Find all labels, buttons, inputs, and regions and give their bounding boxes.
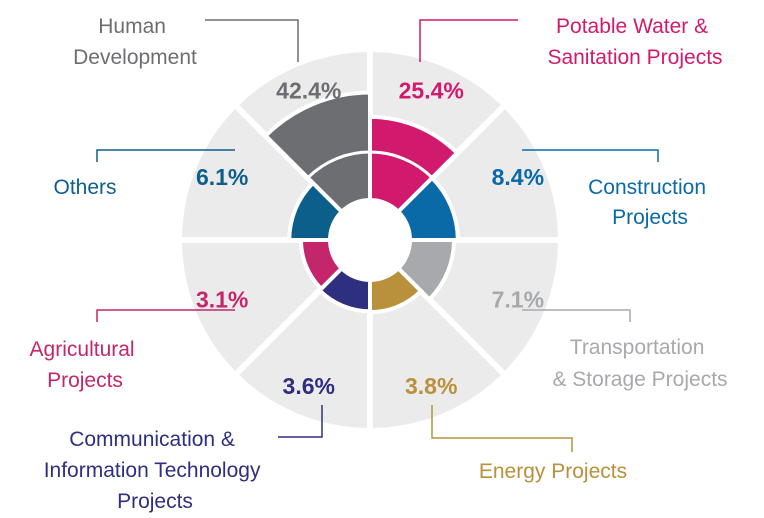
value-label: 3.6% [283,373,335,399]
category-label: Transportation & Storage Projects [552,336,727,391]
category-label: Human Development [73,15,197,69]
leader-line [522,309,631,322]
label-line: Projects [612,206,688,229]
label-line: Communication & [69,428,241,451]
category-label: Energy Projects [479,460,627,483]
inner-arc [306,150,371,179]
label-line: Information Technology [44,459,267,482]
label-line: & Storage Projects [552,368,727,391]
leader-line [96,149,235,162]
value-label: 3.1% [196,286,248,312]
category-label: Agricultural Projects [30,338,141,392]
category-label: Others [53,176,116,199]
label-line: Others [53,176,116,199]
category-label: Communication & Information Technology P… [44,428,267,513]
leader-line [431,405,573,452]
sector [395,175,460,242]
value-label: 3.8% [405,373,457,399]
value-label: 7.1% [492,286,544,312]
label-line: Potable Water & [556,15,714,38]
leader-line [96,309,235,322]
label-line: Transportation [570,336,710,359]
inner-arc [369,150,434,179]
label-line: Human [98,15,172,38]
label-line: Development [73,46,197,69]
label-line: Energy Projects [479,460,627,483]
label-line: Construction [588,176,712,199]
leader-line [278,405,323,438]
center-hole [332,202,408,278]
label-line: Sanitation Projects [547,46,722,69]
value-label: 42.4% [276,77,341,103]
sector [395,238,456,303]
value-label: 8.4% [492,164,544,190]
leader-line [205,19,299,62]
value-label: 6.1% [196,164,248,190]
label-line: Agricultural [30,338,141,361]
label-line: Projects [47,369,123,392]
label-line: Projects [117,490,193,513]
sector [262,90,372,215]
leader-line [522,149,659,162]
leader-line [419,19,518,62]
value-label: 25.4% [399,77,464,103]
category-label: Potable Water & Sanitation Projects [547,15,722,69]
category-label: Construction Projects [588,176,712,229]
